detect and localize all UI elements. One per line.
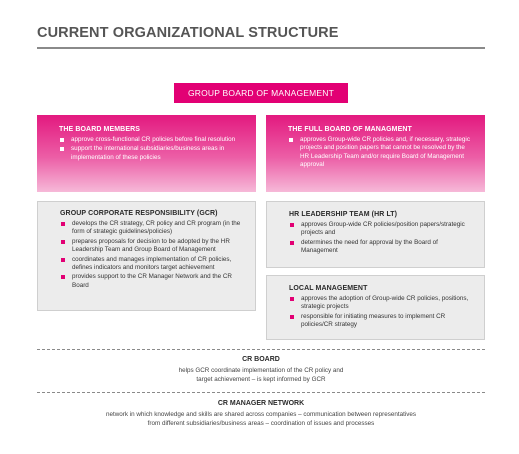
board-members-list: approve cross-functional CR policies bef…	[59, 136, 246, 162]
bullet-square-icon	[290, 314, 294, 319]
local-management-list: approves the adoption of Group-wide CR p…	[289, 295, 476, 330]
cr-manager-network-title: CR MANAGER NETWORK	[217, 400, 305, 407]
list-item: develops the CR strategy, CR policy and …	[60, 220, 247, 237]
cr-board-title: CR BOARD	[242, 356, 280, 363]
list-item: provides support to the CR Manager Netwo…	[60, 273, 247, 290]
list-item: approves Group-wide CR policies and, if …	[288, 136, 475, 170]
list-item: approves the adoption of Group-wide CR p…	[289, 295, 476, 312]
dashed-divider	[37, 392, 485, 393]
bullet-square-icon	[289, 138, 293, 142]
list-item: prepares proposals for decision to be ad…	[60, 238, 247, 255]
cr-network-desc-line: network in which knowledge and skills ar…	[105, 411, 417, 418]
bullet-square-icon	[290, 240, 294, 245]
bullet-square-icon	[61, 222, 65, 226]
local-management-title: LOCAL MANAGEMENT	[289, 285, 368, 292]
dashed-divider	[37, 349, 485, 350]
list-item: responsible for initiating measures to i…	[289, 313, 476, 330]
list-item: coordinates and manages implementation o…	[60, 256, 247, 273]
board-members-box: THE BOARD MEMBERS approve cross-function…	[37, 115, 256, 192]
list-item: support the international subsidiaries/b…	[59, 145, 246, 162]
gcr-list: develops the CR strategy, CR policy and …	[60, 220, 247, 290]
hr-lt-list: approves Group-wide CR policies/position…	[289, 221, 476, 256]
gcr-box: GROUP CORPORATE RESPONSIBILITY (GCR) dev…	[37, 201, 256, 311]
list-item: approve cross-functional CR policies bef…	[59, 136, 246, 144]
cr-network-desc-line: from different subsidiaries/business are…	[147, 420, 375, 427]
hr-lt-title: HR LEADERSHIP TEAM (HR LT)	[289, 211, 398, 218]
bullet-square-icon	[61, 257, 65, 262]
list-item: determines the need for approval by the …	[289, 239, 476, 256]
bullet-square-icon	[290, 297, 294, 301]
cr-manager-network-description: network in which knowledge and skills ar…	[37, 410, 485, 428]
full-board-list: approves Group-wide CR policies and, if …	[288, 136, 475, 170]
list-item: approves Group-wide CR policies/position…	[289, 221, 476, 238]
full-board-title: THE FULL BOARD OF MANAGMENT	[288, 126, 412, 133]
bullet-square-icon	[61, 275, 65, 280]
bullet-square-icon	[61, 239, 65, 244]
cr-board-description: helps GCR coordinate implementation of t…	[37, 366, 485, 384]
hr-leadership-team-box: HR LEADERSHIP TEAM (HR LT) approves Grou…	[266, 201, 485, 268]
board-members-title: THE BOARD MEMBERS	[59, 126, 141, 133]
page-title: CURRENT ORGANIZATIONAL STRUCTURE	[37, 25, 339, 41]
group-board-of-management-box: GROUP BOARD OF MANAGEMENT	[174, 83, 348, 103]
full-board-box: THE FULL BOARD OF MANAGMENT approves Gro…	[266, 115, 485, 192]
cr-board-desc-line: target achievement – is kept informed by…	[196, 376, 326, 383]
bullet-square-icon	[290, 223, 294, 227]
gcr-title: GROUP CORPORATE RESPONSIBILITY (GCR)	[60, 210, 218, 217]
cr-board-desc-line: helps GCR coordinate implementation of t…	[178, 367, 344, 374]
local-management-box: LOCAL MANAGEMENT approves the adoption o…	[266, 275, 485, 340]
title-rule	[37, 47, 485, 49]
bullet-square-icon	[60, 138, 64, 142]
bullet-square-icon	[60, 147, 64, 152]
